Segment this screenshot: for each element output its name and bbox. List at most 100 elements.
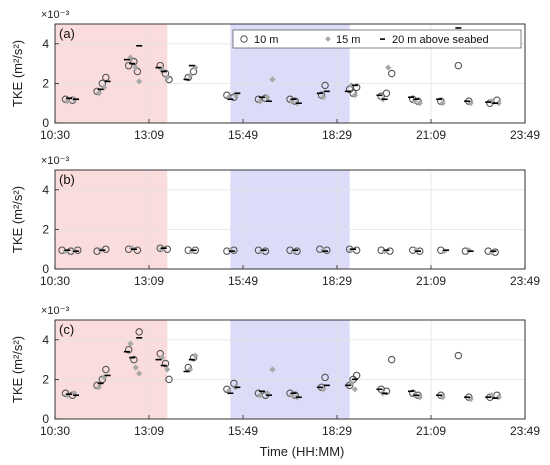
panel-1: 10:30 13:09 15:49 18:29 21:09 23:49 0 2 4 (a) ×10⁻… bbox=[10, 9, 540, 142]
point-20m bbox=[323, 384, 330, 387]
point-10m bbox=[133, 246, 142, 254]
point-20m bbox=[227, 98, 234, 101]
point-10m bbox=[352, 371, 361, 380]
point-20m bbox=[492, 102, 499, 104]
legend-label-10m: 10 m bbox=[254, 34, 278, 46]
point-10m bbox=[454, 351, 463, 360]
point-20m bbox=[455, 27, 462, 29]
x-tick-label: 21:09 bbox=[416, 424, 446, 438]
x-tick-label: 18:29 bbox=[322, 128, 352, 142]
legend-marker-20m bbox=[380, 38, 385, 40]
x-tick-label: 21:09 bbox=[416, 274, 446, 288]
point-20m bbox=[234, 92, 241, 95]
axes-frame bbox=[54, 319, 526, 420]
point-15m bbox=[64, 98, 71, 105]
point-20m bbox=[344, 90, 351, 93]
axes-frame bbox=[54, 169, 526, 270]
point-15m bbox=[164, 74, 171, 81]
point-15m bbox=[269, 366, 276, 373]
y-tick-label: 2 bbox=[42, 222, 49, 236]
point-20m bbox=[123, 350, 130, 353]
shaded-range-red bbox=[55, 24, 168, 123]
point-20m bbox=[73, 250, 80, 252]
point-20m bbox=[123, 58, 130, 61]
point-20m bbox=[351, 84, 358, 87]
x-tick-label: 18:29 bbox=[322, 274, 352, 288]
shaded-range-blue bbox=[230, 170, 350, 269]
point-20m bbox=[227, 392, 234, 395]
point-20m bbox=[265, 100, 272, 103]
point-15m bbox=[132, 64, 139, 71]
point-20m bbox=[99, 249, 106, 251]
panel-label: (a) bbox=[59, 26, 75, 41]
y-tick-label: 4 bbox=[42, 183, 49, 197]
point-20m bbox=[183, 370, 190, 373]
point-20m bbox=[464, 396, 471, 399]
point-10m bbox=[382, 89, 391, 98]
point-10m bbox=[130, 355, 138, 364]
y-scale-exponent: ×10⁻³ bbox=[41, 155, 69, 167]
legend-label-15m: 15 m bbox=[336, 34, 360, 46]
x-tick-label: 23:49 bbox=[510, 274, 540, 288]
point-20m bbox=[188, 358, 195, 361]
x-axis-title: Time (HH:MM) bbox=[260, 444, 345, 459]
legend: 10 m 15 m 20 m above seabed bbox=[232, 29, 522, 49]
point-20m bbox=[316, 92, 323, 95]
shaded-range-blue bbox=[230, 320, 350, 419]
x-tick-label: 13:09 bbox=[134, 274, 164, 288]
point-20m bbox=[160, 364, 167, 367]
panel-label: (c) bbox=[59, 322, 74, 337]
point-20m bbox=[64, 249, 71, 251]
legend-box bbox=[232, 29, 522, 49]
y-tick-label: 4 bbox=[42, 37, 49, 51]
point-20m bbox=[104, 80, 111, 83]
point-10m bbox=[124, 61, 133, 70]
y-axis-title: TKE (m²/s²) bbox=[10, 186, 25, 253]
panel-3: 10:30 13:09 15:49 18:29 21:09 23:49 0 2 4 (c) ×10⁻… bbox=[10, 305, 540, 438]
point-15m bbox=[439, 100, 446, 107]
point-20m bbox=[376, 388, 383, 391]
point-20m bbox=[381, 98, 388, 101]
y-axis-title: TKE (m²/s²) bbox=[10, 40, 25, 107]
point-10m bbox=[165, 375, 173, 384]
y-tick-label: 2 bbox=[42, 76, 49, 90]
point-10m bbox=[135, 328, 143, 336]
point-20m bbox=[322, 250, 329, 252]
point-20m bbox=[234, 386, 241, 389]
point-10m bbox=[130, 57, 138, 66]
y-scale-exponent: ×10⁻³ bbox=[41, 305, 69, 317]
shaded-range-red bbox=[55, 320, 168, 419]
x-tick-label: 23:49 bbox=[510, 424, 540, 438]
point-15m bbox=[192, 352, 199, 359]
point-20m bbox=[73, 98, 80, 101]
point-20m bbox=[188, 64, 195, 67]
point-15m bbox=[351, 92, 358, 99]
x-tick-label: 10:30 bbox=[40, 424, 70, 438]
point-20m bbox=[436, 98, 443, 101]
x-tick-label: 15:49 bbox=[228, 424, 258, 438]
point-20m bbox=[351, 378, 358, 381]
x-tick-label: 21:09 bbox=[416, 128, 446, 142]
point-20m bbox=[376, 94, 383, 97]
point-20m bbox=[160, 70, 167, 73]
point-10m bbox=[387, 355, 396, 364]
point-20m bbox=[383, 249, 390, 251]
point-20m bbox=[316, 386, 323, 389]
y-tick-label: 2 bbox=[42, 372, 49, 386]
point-10m bbox=[387, 69, 396, 78]
point-20m bbox=[350, 248, 357, 250]
x-tick-label: 15:49 bbox=[228, 274, 258, 288]
point-20m bbox=[155, 358, 162, 361]
legend-label-20m: 20 m above seabed bbox=[392, 34, 489, 46]
point-20m bbox=[436, 394, 443, 397]
point-10m bbox=[161, 359, 170, 368]
point-20m bbox=[129, 356, 136, 359]
point-20m bbox=[160, 247, 167, 250]
y-scale-exponent: ×10⁻³ bbox=[41, 9, 69, 21]
panel-2: 10:30 13:09 15:49 18:29 21:09 23:49 0 2 4 (b) ×10⁻… bbox=[10, 155, 540, 288]
point-20m bbox=[413, 394, 420, 397]
point-20m bbox=[381, 392, 388, 395]
point-20m bbox=[73, 394, 80, 397]
point-20m bbox=[258, 96, 265, 99]
